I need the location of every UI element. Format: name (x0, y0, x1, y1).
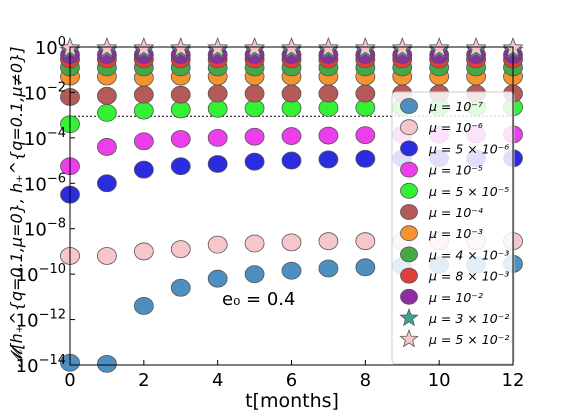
legend-marker (400, 182, 418, 199)
series-2-point (97, 174, 117, 193)
series-0-point (170, 278, 191, 297)
series-1-point (318, 232, 339, 251)
series-2-point (207, 155, 228, 173)
series-1-point (97, 247, 117, 265)
x-tick-label: 12 (502, 370, 525, 391)
y-tick-label: 10−4 (24, 126, 66, 150)
legend-label: μ = 3 × 10⁻² (428, 311, 509, 326)
series-5-point (133, 85, 154, 104)
legend-label: μ = 10⁻⁶ (428, 120, 483, 135)
legend-label: μ = 8 × 10⁻³ (428, 269, 509, 284)
series-4-point (133, 101, 154, 120)
legend-label: μ = 4 × 10⁻³ (428, 247, 509, 262)
legend-marker (400, 98, 418, 114)
legend-marker (400, 225, 418, 242)
y-tick-label: 10−2 (24, 80, 66, 104)
legend-label: μ = 10⁻⁴ (428, 205, 483, 220)
series-2-point (355, 149, 376, 168)
legend-marker (400, 288, 418, 305)
series-3-point (355, 126, 376, 145)
series-0-point (97, 354, 117, 373)
legend-label: μ = 5 × 10⁻² (428, 332, 509, 347)
x-tick-label: 2 (138, 370, 149, 391)
legend-label: μ = 10⁻³ (428, 226, 483, 241)
x-tick-label: 10 (428, 370, 451, 391)
y-tick-label: 10−6 (24, 171, 66, 195)
series-1-point (170, 240, 191, 259)
legend-marker (400, 161, 418, 178)
legend-marker (400, 267, 418, 284)
legend-marker (400, 204, 418, 220)
legend-marker (400, 246, 418, 263)
series-2-point (318, 150, 339, 169)
legend-label: μ = 5 × 10⁻⁵ (428, 184, 509, 199)
legend-label: μ = 10⁻² (428, 290, 483, 305)
legend-box (391, 91, 515, 365)
series-3-point (170, 130, 191, 148)
y-tick-label: 10−8 (24, 217, 66, 241)
series-2-point (170, 157, 191, 176)
x-tick-label: 8 (360, 370, 371, 391)
legend-marker (399, 329, 419, 348)
legend: μ = 10⁻⁷ μ = 10⁻⁶ μ = 5 × 10⁻⁶ μ = 10⁻⁵ μ = … (391, 91, 515, 365)
series-3-point (133, 132, 154, 151)
legend-label: μ = 10⁻⁷ (428, 99, 483, 114)
series-3-point (318, 126, 339, 145)
x-tick-label: 4 (212, 370, 223, 391)
legend-label: μ = 5 × 10⁻⁶ (428, 141, 509, 156)
y-tick-label: 10−10 (16, 262, 66, 286)
y-tick-label: 100 (35, 35, 66, 59)
x-axis-label: t[months] (245, 390, 339, 412)
y-axis-label: 𝓜[h₊^{q=0.1,μ=0}, h₊^{q=0.1,μ≠0}] (7, 47, 26, 368)
series-2-point (133, 160, 154, 179)
series-5-point (244, 84, 265, 103)
series-5-point (97, 86, 117, 105)
series-1-point (244, 234, 265, 253)
axes: 0 2 4 6 8 10 12 100 10−2 10−4 10−6 10−8 10−10 10−12 10… (16, 35, 525, 391)
x-tick-label: 6 (286, 370, 297, 391)
series-0-point (244, 265, 265, 284)
series-5-point (170, 85, 191, 104)
legend-marker (399, 307, 419, 327)
series-3-point (281, 127, 302, 145)
series-5-point (207, 84, 228, 103)
series-1-point (355, 232, 376, 251)
series-0-point (281, 261, 302, 280)
x-tick-label: 0 (64, 370, 75, 391)
series-0-point (355, 258, 376, 277)
series-5-point (318, 84, 339, 103)
series-4-point (207, 99, 228, 118)
series-1-point (281, 233, 302, 252)
series-0-point (133, 297, 154, 315)
series-3-point (207, 128, 228, 147)
series-4-point (97, 103, 117, 122)
legend-marker (400, 119, 418, 136)
y-tick-label: 10−14 (16, 353, 66, 377)
legend-marker (400, 140, 418, 157)
series-1-point (207, 235, 228, 254)
series-5-point (355, 84, 376, 103)
legend-label: μ = 10⁻⁵ (428, 163, 483, 178)
parameter-annotation: e₀ = 0.4 (222, 289, 295, 310)
series-1-point (133, 242, 154, 261)
series-5-point (281, 84, 302, 103)
series-0-point (207, 269, 228, 288)
series-3-point (97, 138, 117, 156)
series-3-point (244, 127, 265, 146)
series-0-point (318, 259, 339, 278)
y-tick-label: 10−12 (16, 308, 66, 332)
series-2-point (281, 151, 302, 170)
series-2-point (244, 152, 265, 171)
